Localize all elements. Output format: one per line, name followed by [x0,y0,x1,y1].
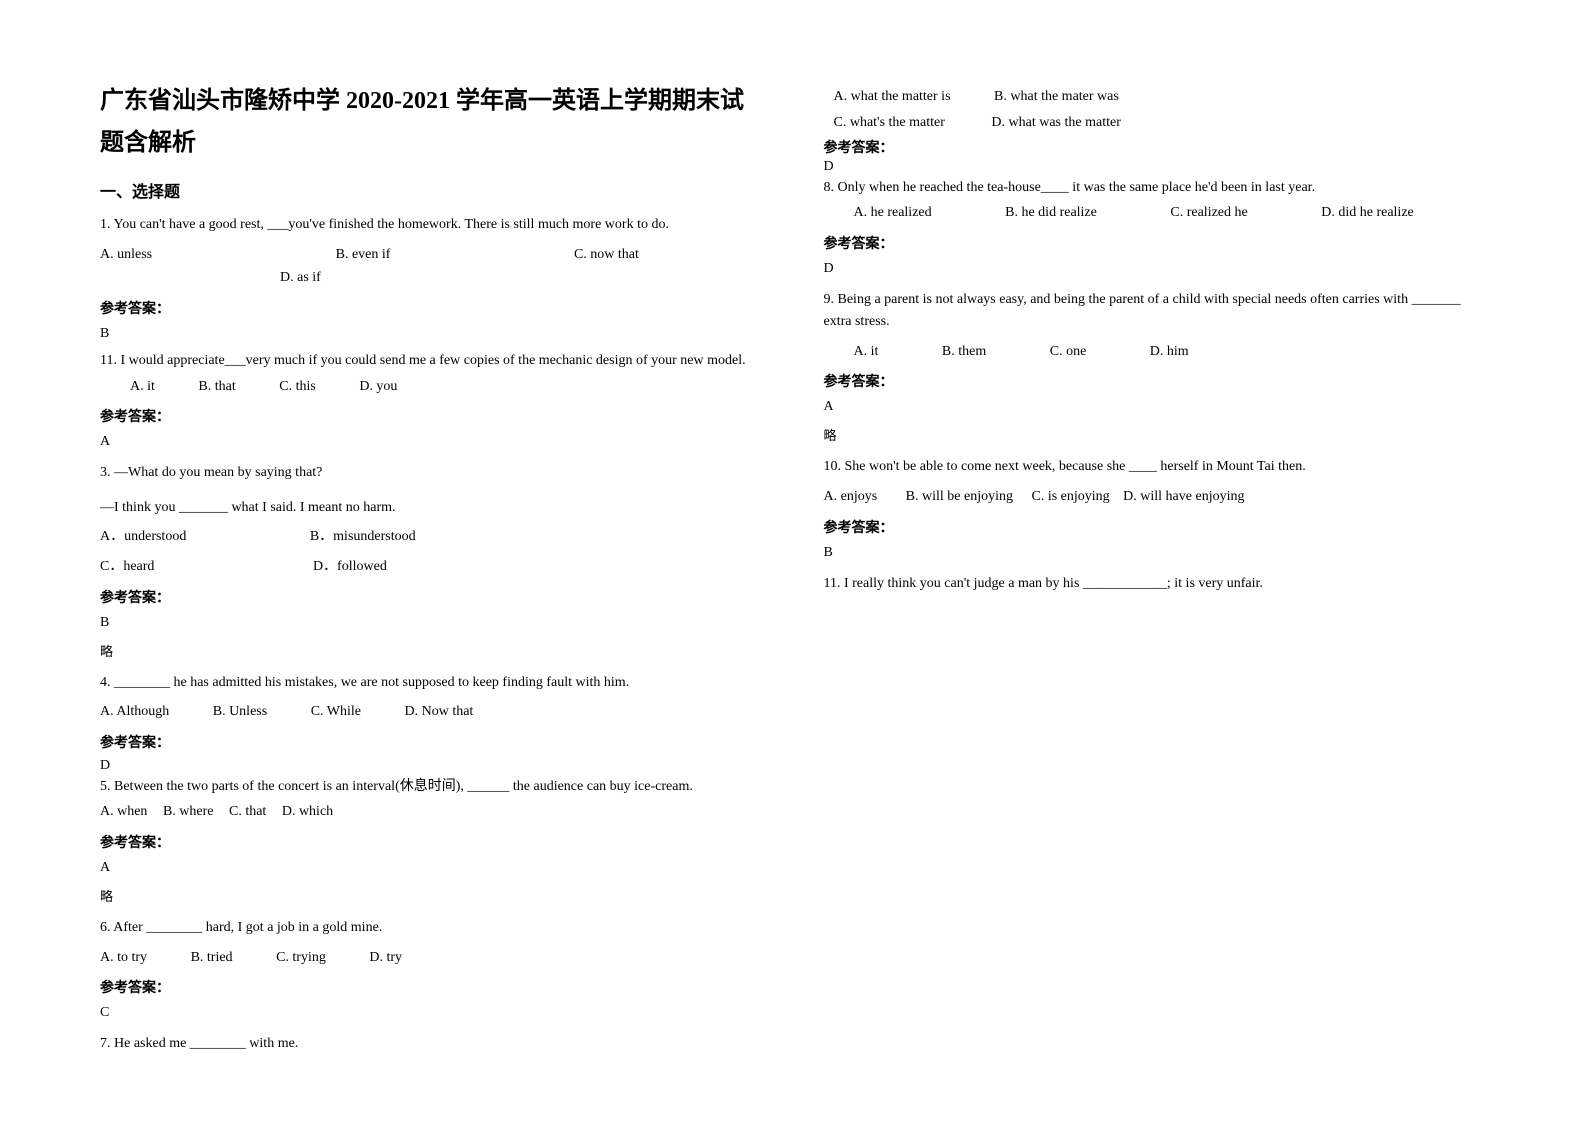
exam-title-line2: 题含解析 [100,127,764,161]
q7-options-1: A. what the matter is B. what the mater … [824,85,1488,109]
q7-opt-c: C. what's the matter [834,111,945,135]
q4-answer-head: 参考答案： [100,732,764,752]
q10-options: A. enjoys B. will be enjoying C. is enjo… [824,485,1488,509]
q1-opt-a: A. unless [100,243,152,267]
q5-opt-d: D. which [282,800,333,824]
q4-opt-b: B. Unless [213,700,267,724]
exam-title-line1: 广东省汕头市隆矫中学 2020-2021 学年高一英语上学期期末试 [100,85,764,119]
q9-opt-c: C. one [1050,340,1087,364]
q3-answer: B [100,615,764,631]
q7-answer-head: 参考答案： [824,137,1488,157]
q6-answer: C [100,1005,764,1021]
q1-opt-d: D. as if [280,266,321,290]
q9-stem: 9. Being a parent is not always easy, an… [824,289,1488,334]
q2-stem: 11. I would appreciate___very much if yo… [100,350,764,372]
q8-answer: D [824,261,1488,277]
q1-answer: B [100,326,764,342]
q11-stem: 11. I really think you can't judge a man… [824,573,1488,595]
q3-opt-b: B．misunderstood [310,525,416,549]
q2-answer-head: 参考答案： [100,406,764,426]
q3-stem2: —I think you _______ what I said. I mean… [100,497,764,519]
q2-options: A. it B. that C. this D. you [100,375,764,399]
q8-opt-a: A. he realized [854,201,932,225]
q4-opt-c: C. While [311,700,361,724]
q9-opt-b: B. them [942,340,986,364]
q9-opt-d: D. him [1150,340,1189,364]
q9-options: A. it B. them C. one D. him [824,340,1488,364]
q4-opt-a: A. Although [100,700,169,724]
q10-opt-d: D. will have enjoying [1123,485,1244,509]
q5-stem: 5. Between the two parts of the concert … [100,776,764,798]
q5-opt-a: A. when [100,800,147,824]
q4-answer: D [100,758,764,774]
q1-options: A. unless B. even if C. now that D. as i… [100,243,764,291]
q6-opt-d: D. try [369,946,402,970]
q4-stem: 4. ________ he has admitted his mistakes… [100,672,764,694]
q1-opt-b: B. even if [336,243,391,267]
q3-opt-d: D．followed [313,555,387,579]
q7-opt-a: A. what the matter is [834,85,951,109]
q10-opt-b: B. will be enjoying [906,485,1013,509]
q7-answer: D [824,159,1488,175]
q2-opt-b: B. that [198,375,235,399]
q8-options: A. he realized B. he did realize C. real… [824,201,1488,225]
q7-stem: 7. He asked me ________ with me. [100,1033,764,1055]
q3-answer-head: 参考答案： [100,587,764,607]
q5-omit: 略 [100,886,764,905]
q4-opt-d: D. Now that [404,700,473,724]
q3-options-1: A．understood B．misunderstood [100,525,764,549]
q5-answer: A [100,860,764,876]
q4-options: A. Although B. Unless C. While D. Now th… [100,700,764,724]
q10-opt-a: A. enjoys [824,485,878,509]
q2-opt-c: C. this [279,375,316,399]
q1-stem: 1. You can't have a good rest, ___you've… [100,214,764,236]
q6-answer-head: 参考答案： [100,977,764,997]
q9-answer-head: 参考答案： [824,371,1488,391]
q1-answer-head: 参考答案： [100,298,764,318]
q9-opt-a: A. it [854,340,879,364]
q6-opt-a: A. to try [100,946,147,970]
q2-answer: A [100,434,764,450]
q10-answer: B [824,545,1488,561]
q9-omit: 略 [824,425,1488,444]
q7-options-2: C. what's the matter D. what was the mat… [824,111,1488,135]
q8-opt-b: B. he did realize [1005,201,1097,225]
q3-opt-a: A．understood [100,525,186,549]
q10-opt-c: C. is enjoying [1032,485,1110,509]
q2-opt-a: A. it [130,375,155,399]
q2-opt-d: D. you [359,375,397,399]
q10-answer-head: 参考答案： [824,517,1488,537]
q8-opt-d: D. did he realize [1321,201,1414,225]
q7-opt-d: D. what was the matter [991,111,1120,135]
q8-answer-head: 参考答案： [824,233,1488,253]
q8-opt-c: C. realized he [1170,201,1247,225]
q6-opt-c: C. trying [276,946,326,970]
q3-opt-c: C．heard [100,555,154,579]
q9-answer: A [824,399,1488,415]
q6-options: A. to try B. tried C. trying D. try [100,946,764,970]
q5-opt-b: B. where [163,800,214,824]
q5-opt-c: C. that [229,800,266,824]
section-1-heading: 一、选择题 [100,178,764,202]
q10-stem: 10. She won't be able to come next week,… [824,456,1488,478]
q5-answer-head: 参考答案： [100,832,764,852]
q1-opt-c: C. now that [574,243,639,267]
q8-stem: 8. Only when he reached the tea-house___… [824,177,1488,199]
q3-options-2: C．heard D．followed [100,555,764,579]
q3-omit: 略 [100,641,764,660]
q5-options: A. when B. where C. that D. which [100,800,764,824]
q7-opt-b: B. what the mater was [994,85,1119,109]
q3-stem1: 3. —What do you mean by saying that? [100,462,764,484]
q6-opt-b: B. tried [191,946,233,970]
q6-stem: 6. After ________ hard, I got a job in a… [100,917,764,939]
